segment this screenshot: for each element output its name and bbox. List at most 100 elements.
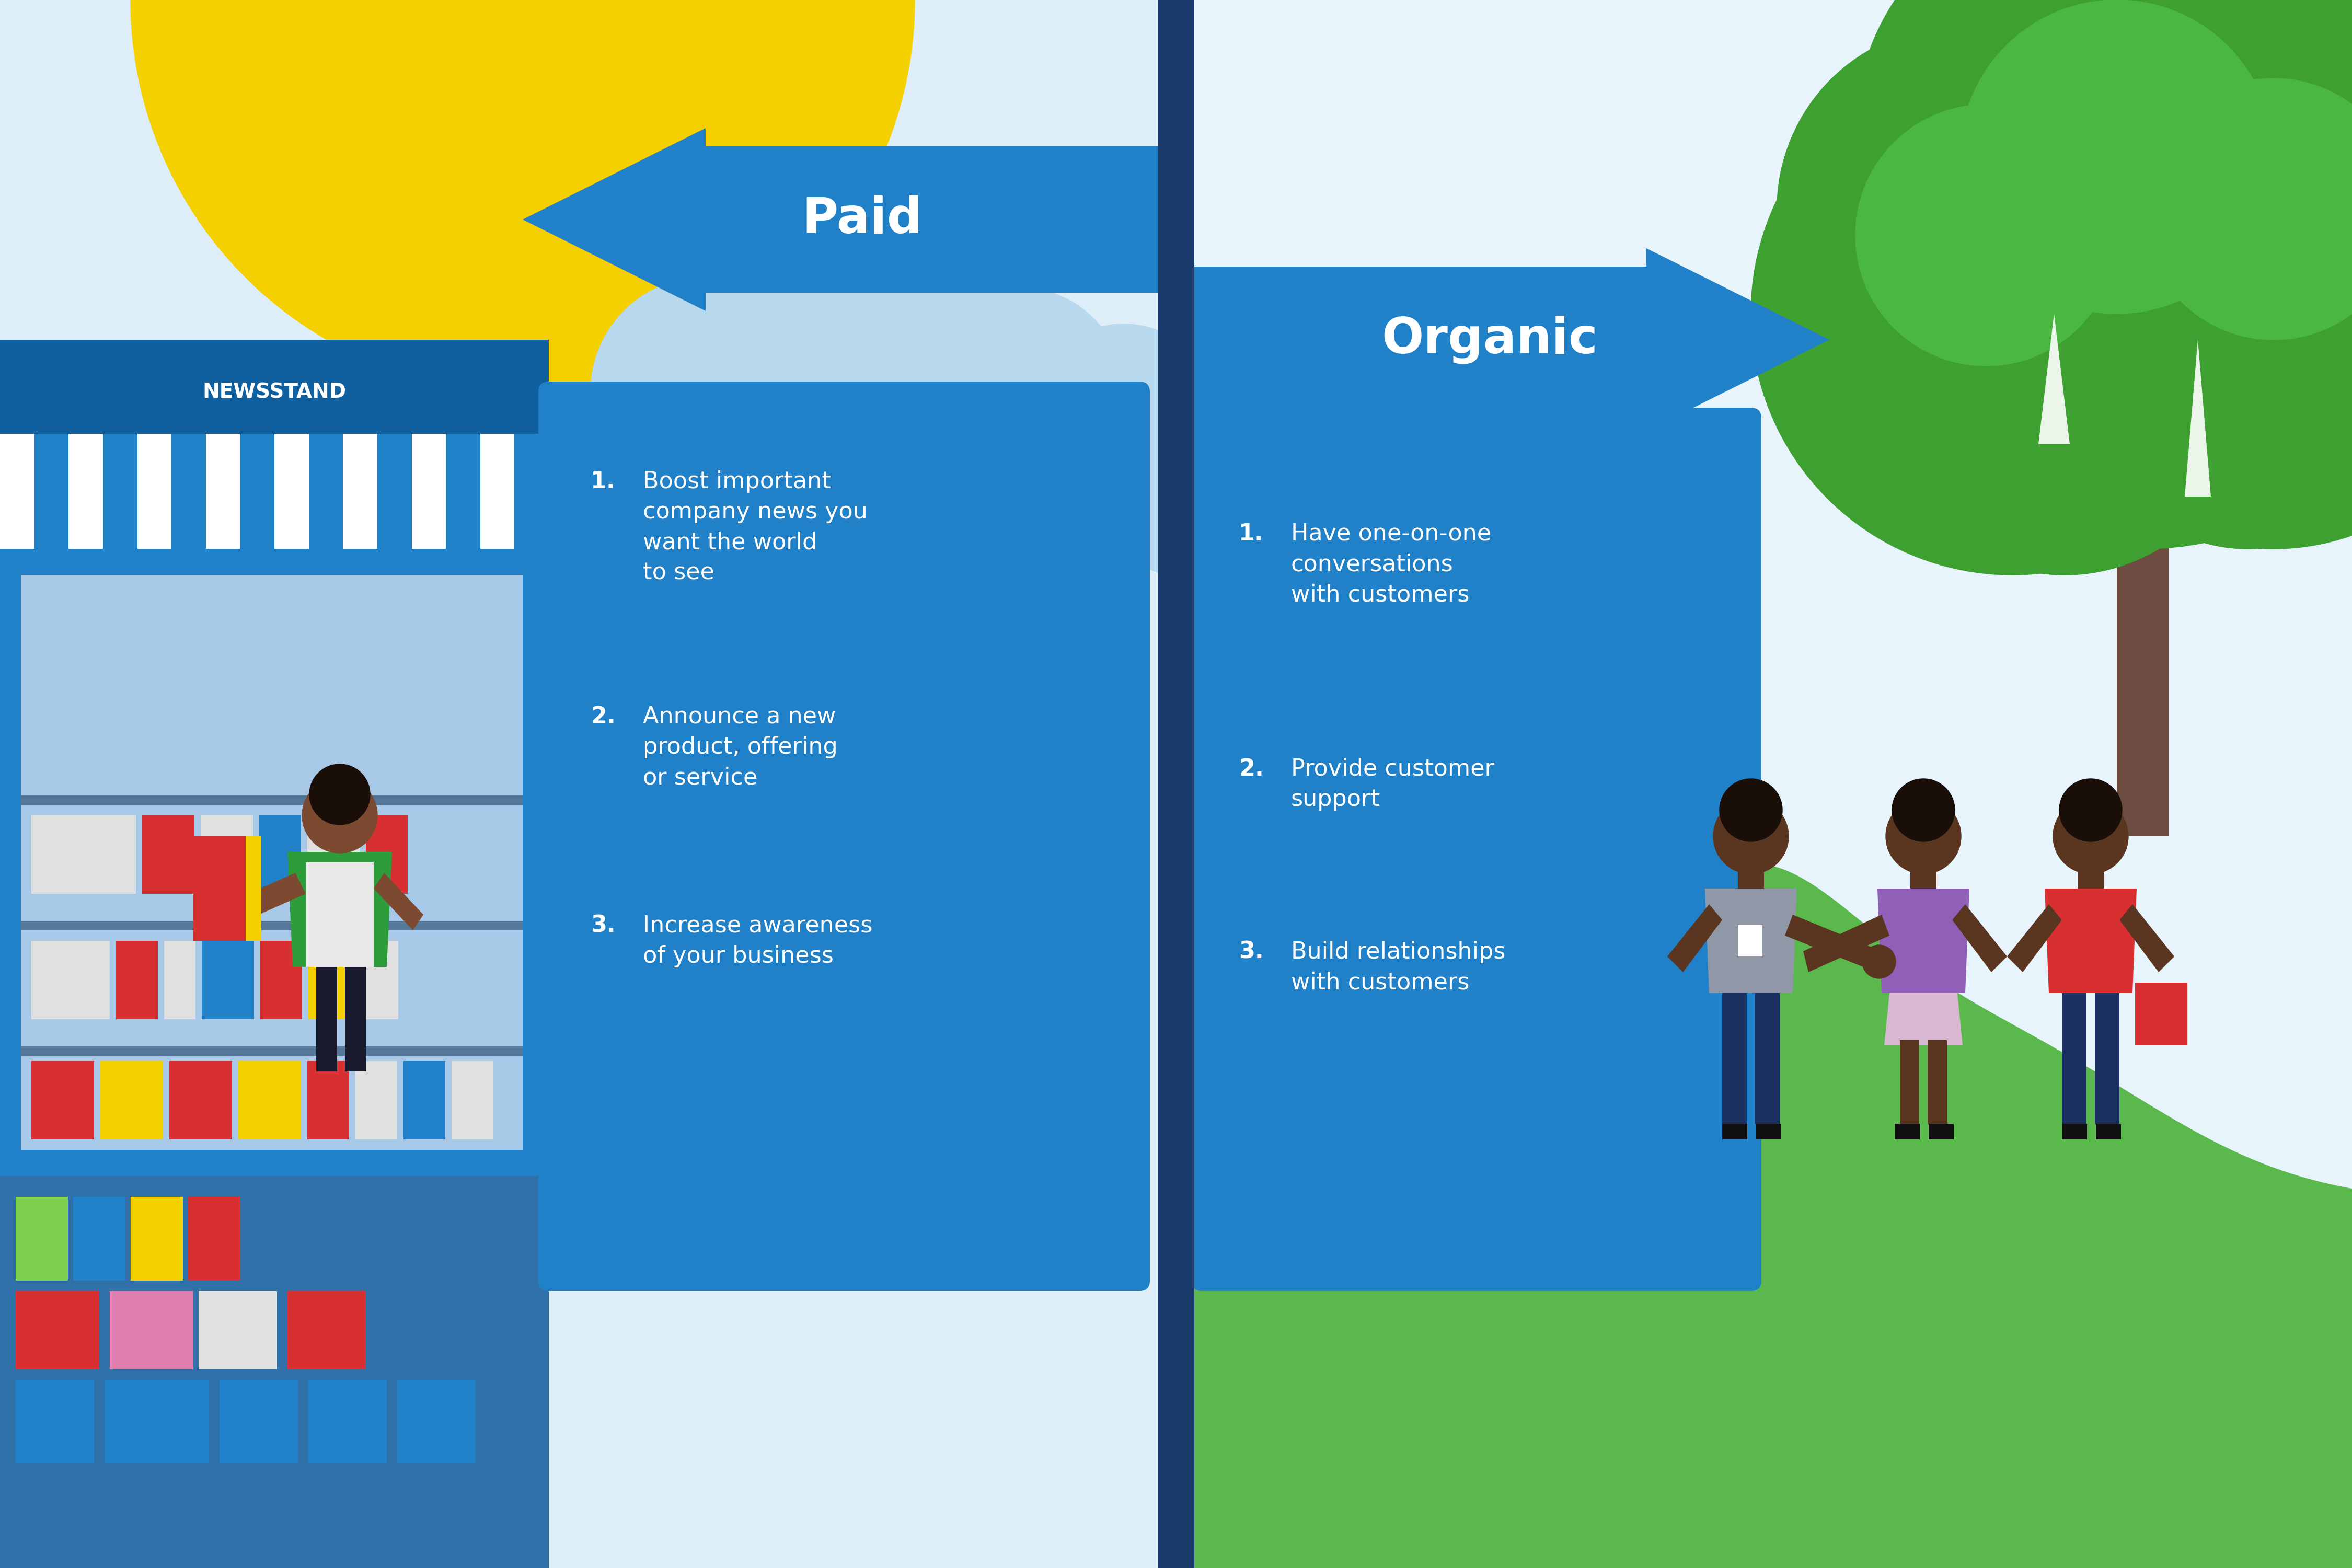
Polygon shape: [202, 941, 254, 1019]
Polygon shape: [21, 920, 522, 930]
Polygon shape: [2063, 1124, 2086, 1140]
Polygon shape: [1929, 1124, 1955, 1140]
Circle shape: [889, 365, 1098, 575]
Polygon shape: [31, 815, 136, 894]
Polygon shape: [261, 941, 301, 1019]
Polygon shape: [2096, 1124, 2122, 1140]
Circle shape: [809, 419, 967, 575]
Polygon shape: [103, 434, 136, 549]
Circle shape: [301, 778, 376, 853]
Polygon shape: [346, 967, 367, 1071]
Polygon shape: [306, 862, 374, 967]
Polygon shape: [31, 1062, 94, 1140]
Circle shape: [2060, 779, 2122, 842]
Polygon shape: [2044, 889, 2136, 993]
Polygon shape: [602, 392, 1124, 470]
Polygon shape: [308, 941, 350, 1019]
Polygon shape: [2117, 419, 2169, 836]
Text: Provide customer
support: Provide customer support: [1291, 757, 1494, 811]
Polygon shape: [132, 1196, 183, 1281]
Circle shape: [2053, 798, 2129, 873]
Polygon shape: [1157, 0, 1195, 1568]
Polygon shape: [2096, 993, 2119, 1124]
Polygon shape: [31, 941, 111, 1019]
Polygon shape: [240, 434, 275, 549]
Polygon shape: [0, 1176, 548, 1568]
Polygon shape: [1738, 867, 1764, 889]
Polygon shape: [111, 1290, 193, 1369]
Circle shape: [2143, 78, 2352, 340]
Circle shape: [1856, 105, 2117, 365]
Circle shape: [1778, 27, 2143, 392]
Polygon shape: [35, 434, 68, 549]
Polygon shape: [103, 1380, 209, 1463]
Circle shape: [310, 764, 369, 825]
FancyBboxPatch shape: [539, 381, 1150, 1290]
Polygon shape: [0, 434, 35, 549]
Circle shape: [1712, 798, 1788, 873]
Polygon shape: [343, 434, 376, 549]
Circle shape: [663, 209, 957, 502]
Polygon shape: [1176, 0, 2352, 1568]
Polygon shape: [101, 1062, 162, 1140]
Text: Paid: Paid: [802, 196, 922, 243]
Polygon shape: [405, 1062, 445, 1140]
Polygon shape: [1722, 993, 1748, 1124]
Polygon shape: [1722, 1124, 1748, 1140]
Polygon shape: [193, 836, 245, 941]
Polygon shape: [172, 434, 207, 549]
Polygon shape: [209, 836, 261, 941]
Text: 3.: 3.: [590, 914, 616, 938]
Polygon shape: [412, 434, 447, 549]
Text: 1.: 1.: [590, 470, 616, 492]
Polygon shape: [165, 941, 195, 1019]
Polygon shape: [238, 1062, 301, 1140]
Circle shape: [1112, 450, 1240, 575]
Text: 3.: 3.: [1240, 941, 1263, 963]
Polygon shape: [308, 815, 360, 894]
Polygon shape: [1900, 1040, 1919, 1124]
Polygon shape: [141, 815, 195, 894]
Polygon shape: [308, 1380, 386, 1463]
Polygon shape: [0, 0, 1176, 1568]
Polygon shape: [397, 1380, 475, 1463]
Polygon shape: [16, 1380, 94, 1463]
Circle shape: [1750, 52, 2274, 575]
Circle shape: [795, 246, 1035, 486]
Polygon shape: [376, 434, 412, 549]
Polygon shape: [226, 873, 306, 925]
Polygon shape: [2077, 867, 2103, 889]
Text: 2.: 2.: [1240, 757, 1263, 781]
Polygon shape: [21, 575, 522, 1149]
Polygon shape: [1195, 248, 1830, 431]
Polygon shape: [1668, 905, 1722, 972]
Circle shape: [1863, 946, 1896, 978]
Polygon shape: [115, 941, 158, 1019]
Polygon shape: [169, 1062, 233, 1140]
Circle shape: [590, 278, 821, 506]
Polygon shape: [1804, 914, 1889, 972]
Polygon shape: [207, 434, 240, 549]
Polygon shape: [188, 1196, 240, 1281]
Polygon shape: [1877, 889, 1969, 993]
Polygon shape: [68, 434, 103, 549]
Text: Build relationships
with customers: Build relationships with customers: [1291, 941, 1505, 994]
Polygon shape: [1176, 864, 2352, 1568]
Polygon shape: [136, 434, 172, 549]
Text: NEWSSTAND: NEWSSTAND: [202, 383, 346, 401]
Polygon shape: [2039, 314, 2070, 444]
Circle shape: [1959, 0, 2274, 314]
Polygon shape: [1705, 889, 1797, 993]
Circle shape: [1830, 0, 2352, 549]
Text: Announce a new
product, offering
or service: Announce a new product, offering or serv…: [642, 706, 837, 789]
Circle shape: [915, 287, 1124, 497]
Polygon shape: [480, 434, 515, 549]
Polygon shape: [1910, 867, 1936, 889]
Polygon shape: [1952, 905, 2006, 972]
Polygon shape: [1785, 914, 1882, 972]
Circle shape: [2169, 78, 2352, 392]
Polygon shape: [1176, 1203, 2352, 1568]
Circle shape: [1882, 209, 2249, 575]
Polygon shape: [837, 470, 1176, 549]
Polygon shape: [374, 873, 423, 930]
